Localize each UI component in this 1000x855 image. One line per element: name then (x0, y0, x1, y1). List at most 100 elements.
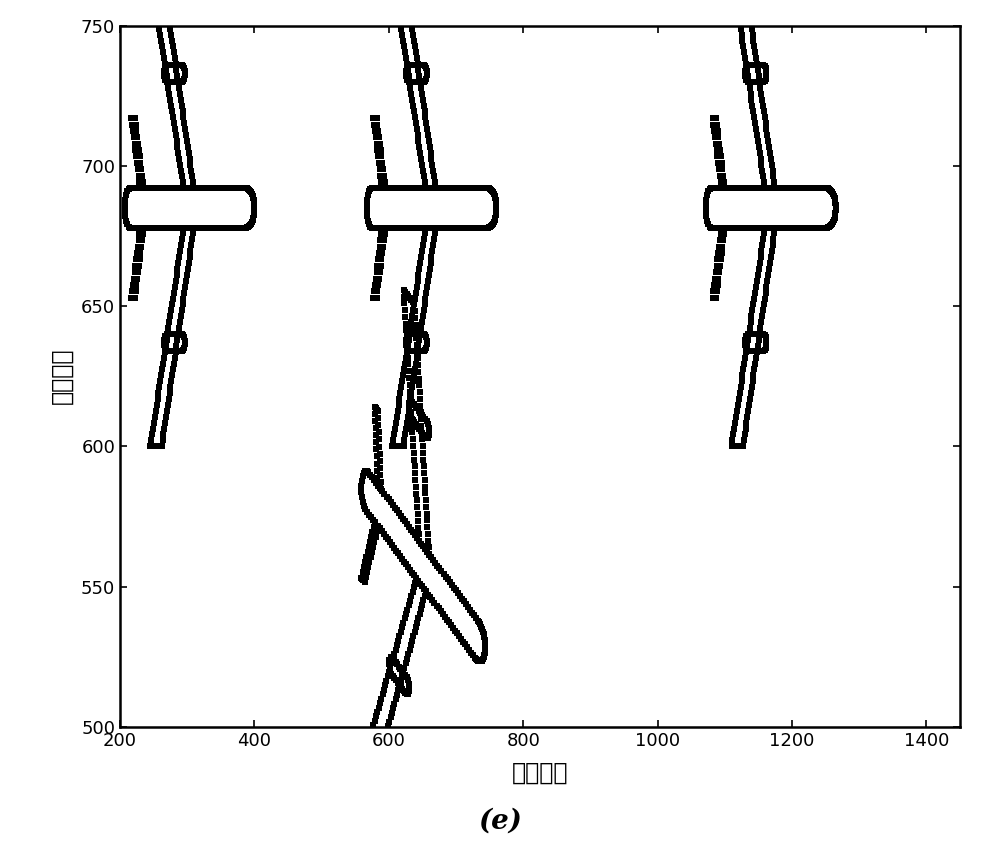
Point (743, 16, 759, 30)
Point (366, 111, 382, 125)
Point (146, 181, 162, 195)
Point (699, 214, 715, 227)
Point (441, 616, 457, 629)
Point (161, 392, 177, 406)
Point (208, 181, 224, 195)
Point (367, 516, 383, 530)
Point (174, 98, 190, 112)
Point (393, 380, 409, 394)
Point (191, 221, 207, 234)
Point (724, 439, 740, 453)
Point (416, 58, 432, 72)
Point (158, 181, 174, 195)
Point (356, 561, 372, 575)
Point (740, 333, 756, 347)
Point (713, 150, 729, 163)
Point (401, 402, 417, 416)
Point (416, 58, 432, 72)
Point (382, 661, 398, 675)
Point (828, 201, 844, 215)
Point (746, 363, 762, 376)
Point (357, 575, 373, 589)
Point (398, 181, 414, 195)
Point (757, 181, 773, 195)
Point (749, 327, 765, 341)
Point (476, 648, 492, 662)
Point (156, 351, 172, 364)
Point (364, 181, 380, 195)
Point (761, 140, 777, 154)
Point (409, 51, 425, 65)
Point (407, 528, 423, 542)
Point (725, 439, 741, 453)
Point (171, 81, 187, 95)
Point (384, 538, 400, 551)
Point (377, 728, 393, 742)
Point (369, 705, 385, 719)
Point (710, 272, 726, 286)
Point (122, 181, 138, 195)
Point (389, 0, 405, 6)
Point (481, 181, 497, 195)
Point (755, 98, 771, 112)
Point (752, 81, 768, 95)
Point (157, 60, 173, 74)
Point (402, 394, 418, 408)
Point (416, 169, 432, 183)
Point (173, 310, 189, 323)
Point (178, 181, 194, 195)
Point (741, 75, 757, 89)
Point (362, 535, 378, 549)
Point (436, 567, 452, 581)
Point (409, 280, 425, 293)
Point (370, 404, 386, 418)
Point (391, 678, 407, 692)
Point (448, 584, 464, 598)
Point (388, 693, 404, 706)
Point (176, 341, 192, 355)
Point (409, 402, 425, 416)
Point (371, 433, 387, 446)
Point (137, 181, 153, 195)
Point (459, 640, 475, 654)
Point (368, 291, 384, 304)
Point (183, 239, 199, 252)
Point (419, 514, 435, 528)
Point (465, 649, 481, 663)
Point (405, 629, 421, 643)
Point (369, 471, 385, 485)
Point (403, 589, 419, 603)
Point (357, 502, 373, 516)
Point (793, 221, 809, 234)
Point (191, 181, 207, 195)
Point (418, 181, 434, 195)
Point (382, 535, 398, 549)
Point (753, 315, 769, 329)
Point (399, 344, 415, 357)
Point (370, 181, 386, 195)
Point (385, 652, 401, 665)
Point (488, 201, 504, 215)
Point (370, 411, 386, 425)
Point (749, 128, 765, 142)
Point (700, 185, 716, 198)
Point (713, 227, 729, 241)
Point (367, 400, 383, 414)
Point (421, 425, 437, 439)
Point (180, 262, 196, 276)
Point (756, 227, 772, 240)
Point (372, 454, 388, 468)
Point (727, 439, 743, 453)
Point (399, 517, 415, 531)
Point (144, 428, 160, 441)
Point (361, 185, 377, 198)
Point (426, 596, 442, 610)
Point (127, 265, 143, 279)
Point (764, 158, 780, 172)
Point (203, 221, 219, 234)
Point (366, 473, 382, 486)
Point (395, 369, 411, 382)
Point (354, 572, 370, 586)
Point (377, 221, 393, 234)
Point (391, 10, 407, 24)
